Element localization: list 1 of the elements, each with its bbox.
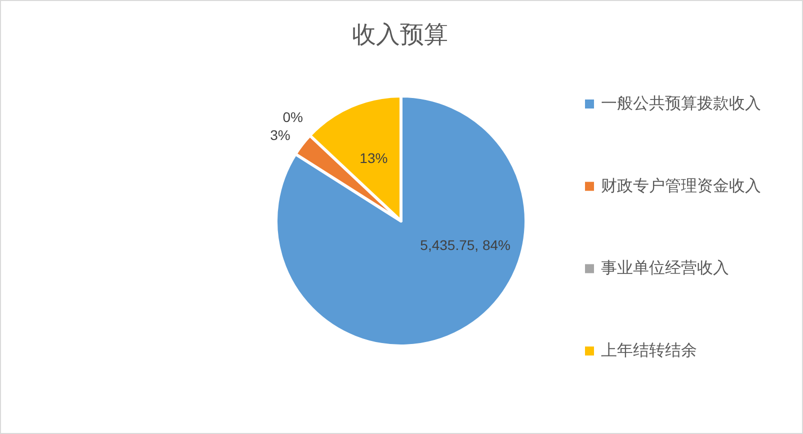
title: 收入预算	[352, 22, 448, 48]
